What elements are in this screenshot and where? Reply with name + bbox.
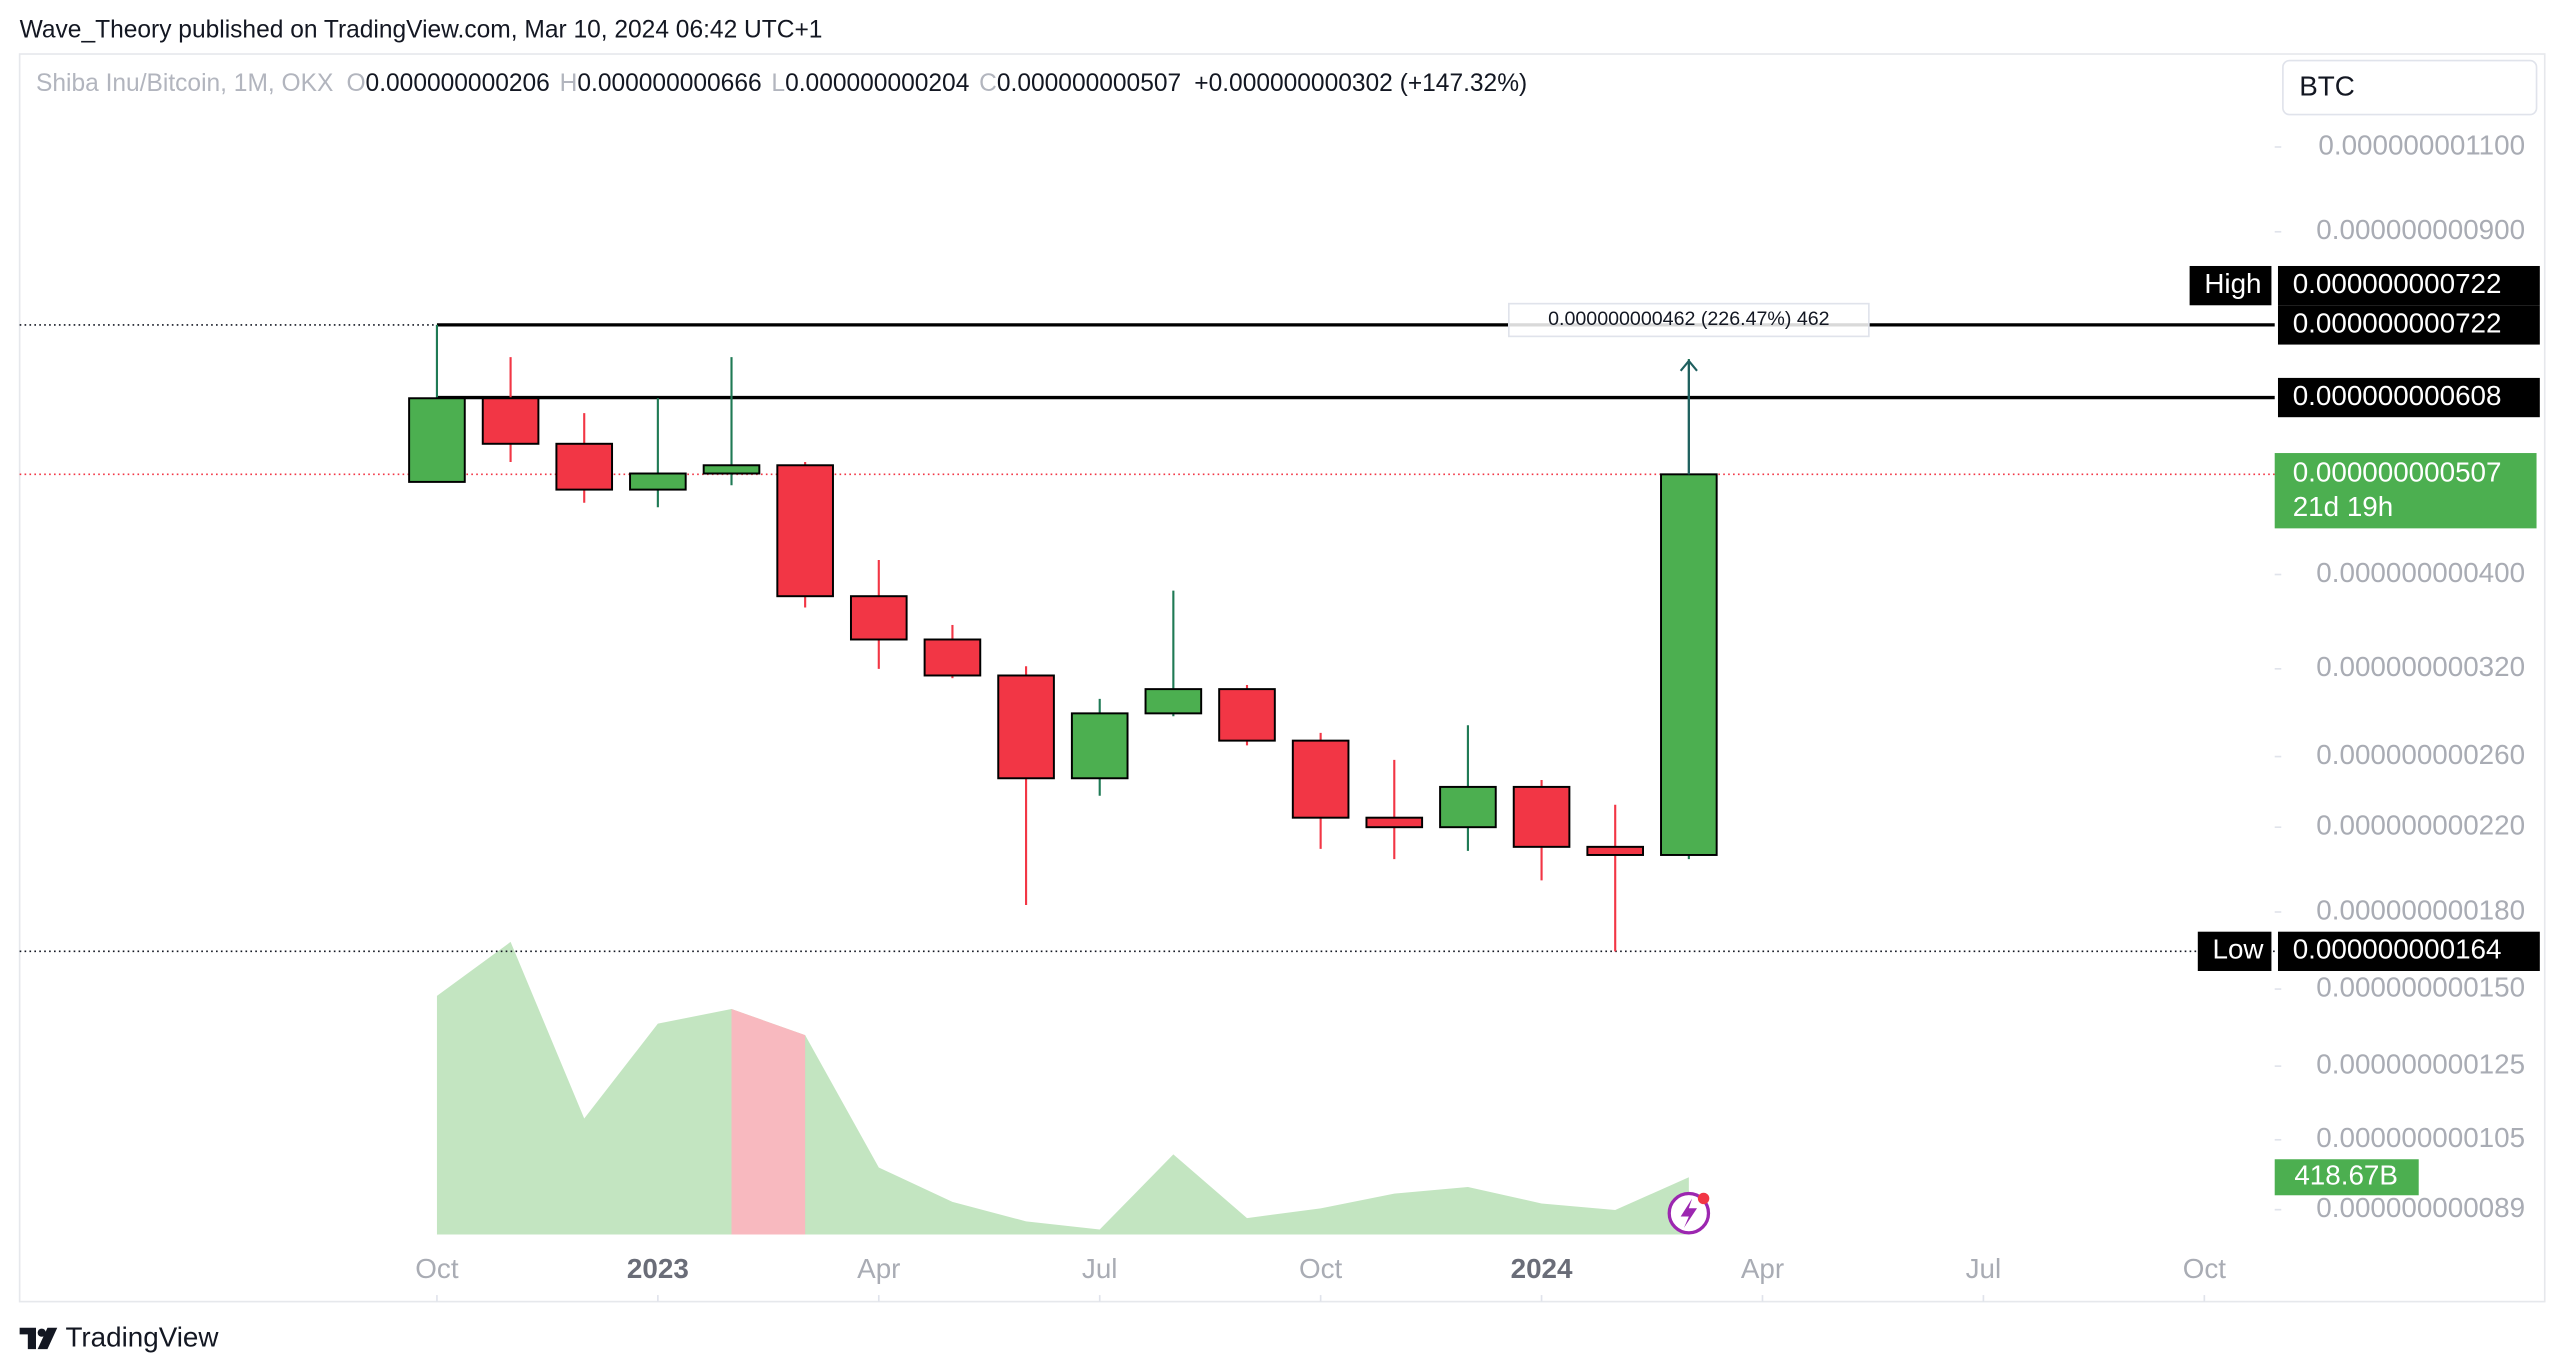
last-price-label: 0.000000000507: [2293, 457, 2502, 488]
horizontal-line-label: 0.000000000722: [2293, 307, 2502, 338]
low-tag: Low: [2213, 934, 2265, 965]
volume-label-box: [2274, 1159, 2419, 1196]
candle-body: [555, 442, 614, 491]
candle-body: [1218, 688, 1276, 742]
candle-body: [1144, 688, 1203, 715]
legend-value: 0.000000000666: [577, 71, 761, 98]
x-tick-label: Oct: [415, 1253, 459, 1284]
candle-body: [1291, 739, 1350, 819]
legend-value: 0.000000000204: [785, 71, 969, 98]
y-tick-label: 0.000000000220: [2316, 810, 2525, 841]
candle-body: [1512, 785, 1571, 848]
x-tick-label: Apr: [857, 1253, 900, 1284]
candle-body: [1070, 712, 1129, 780]
candle-body: [481, 397, 540, 445]
candle-body: [1586, 845, 1645, 856]
y-tick-label: 0.000000000125: [2316, 1048, 2525, 1079]
plot: Shiba Inu/Bitcoin, 1M, OKX O0.00000000020…: [19, 59, 2540, 1302]
measure-text: 0.000000000462 (226.47%) 462: [1548, 308, 1829, 330]
y-tick-label: 0.000000000320: [2316, 651, 2525, 682]
measure-arrowhead: [1679, 359, 1698, 372]
candle-body: [997, 674, 1055, 780]
x-tick-label: Oct: [1299, 1253, 1343, 1284]
low-tag-box: [2197, 931, 2272, 971]
x-tick-label: 2024: [1511, 1253, 1573, 1284]
publisher-header: Wave_Theory published on TradingView.com…: [20, 17, 823, 44]
legend-value: 0.000000000206: [366, 71, 550, 98]
high-label-box: [2277, 265, 2540, 306]
low-label: 0.000000000164: [2293, 934, 2502, 965]
legend-symbol: Shiba Inu/Bitcoin, 1M, OKX: [36, 71, 333, 98]
legend-key: H: [560, 71, 578, 98]
x-tick-label: Jul: [1966, 1253, 2002, 1284]
y-tick-label: 0.000000000180: [2316, 894, 2525, 925]
measure-box: [1508, 302, 1870, 338]
logo-icon: [1667, 1191, 1711, 1235]
x-tick-label: Oct: [2183, 1253, 2227, 1284]
last-price-box: [2274, 453, 2537, 529]
y-tick-label: 0.000000000105: [2316, 1122, 2525, 1153]
candle-body: [1439, 785, 1497, 829]
currency-box: [2282, 59, 2538, 116]
low-label-box: [2277, 931, 2540, 971]
x-tick-label: Jul: [1082, 1253, 1118, 1284]
currency: BTC: [2299, 71, 2355, 102]
candle-body: [1660, 473, 1718, 856]
volume-label: 418.67B: [2294, 1160, 2398, 1191]
footer-logo: [19, 1327, 58, 1350]
footer-brand: TradingView: [65, 1322, 219, 1353]
legend: Shiba Inu/Bitcoin, 1M, OKX O0.00000000020…: [36, 71, 1527, 98]
high-tag-box: [2189, 265, 2272, 306]
candle-body: [702, 464, 761, 475]
y-tick-label: 0.000000000900: [2316, 214, 2525, 245]
legend-key: O: [346, 71, 365, 98]
volume-highlight: [731, 1009, 806, 1235]
y-tick-label: 0.000000001100: [2318, 129, 2525, 160]
legend-key: C: [979, 71, 997, 98]
candle-body: [776, 464, 834, 598]
candle-body: [849, 595, 908, 641]
y-tick-label: 0.000000000150: [2316, 971, 2525, 1002]
countdown: 21d 19h: [2293, 491, 2394, 522]
legend-value: 0.000000000507: [997, 71, 1181, 98]
horizontal-line-label-box: [2277, 305, 2540, 345]
x-tick-label: Apr: [1741, 1253, 1784, 1284]
chart-frame: [18, 53, 2546, 1303]
y-tick-label: 0.000000000260: [2316, 739, 2525, 770]
candle-body: [923, 638, 982, 677]
high-label: 0.000000000722: [2293, 268, 2502, 299]
y-tick-label: 0.000000000089: [2316, 1192, 2525, 1223]
horizontal-line-label-box: [2277, 377, 2540, 418]
candle-body: [408, 397, 466, 483]
y-tick-label: 0.000000000400: [2316, 557, 2525, 588]
horizontal-line-label: 0.000000000608: [2293, 380, 2502, 411]
candle-body: [629, 472, 687, 491]
x-tick-label: 2023: [627, 1253, 689, 1284]
legend-key: L: [771, 71, 785, 98]
high-tag: High: [2204, 268, 2261, 299]
legend-change: +0.000000000302 (+147.32%): [1194, 71, 1527, 98]
candle-body: [1365, 816, 1424, 829]
